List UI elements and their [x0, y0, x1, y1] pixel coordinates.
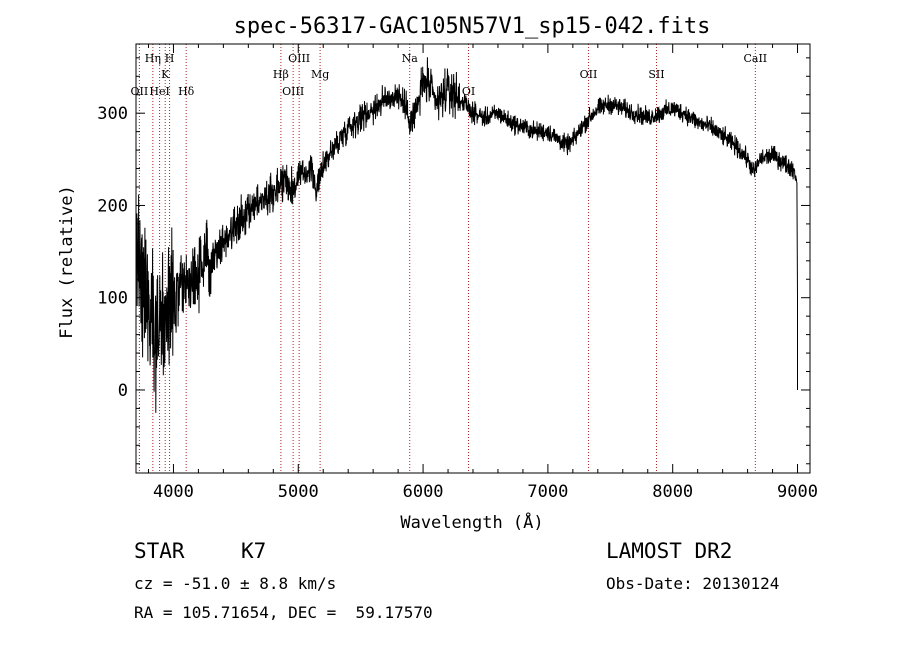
line-label-3727: OII: [131, 85, 149, 98]
y-tick-label: 100: [97, 289, 128, 309]
line-label-4861: Hβ: [273, 68, 289, 81]
coordinates-info: RA = 105.71654, DEC = 59.17570: [134, 603, 433, 622]
line-label-5893: Na: [402, 52, 419, 65]
redshift-info: cz = -51.0 ± 8.8 km/s: [134, 574, 337, 593]
line-label-4102: Hδ: [178, 85, 195, 98]
object-class: STAR: [134, 539, 185, 563]
object-subclass: K7: [241, 539, 267, 563]
spectral-line-markers: [138, 44, 756, 473]
x-tick-label: 9000: [777, 482, 818, 502]
x-tick-label: 5000: [278, 482, 319, 502]
x-axis-ticks: 4000 5000 6000 7000 8000 9000: [147, 44, 818, 502]
line-label-3889: HeI: [149, 85, 169, 98]
y-tick-label: 300: [97, 104, 128, 124]
x-tick-label: 8000: [652, 482, 693, 502]
line-label-5007: OIII: [288, 52, 310, 65]
observation-date: Obs-Date: 20130124: [606, 574, 780, 593]
line-label-3835: Hη: [145, 52, 161, 65]
x-tick-label: 6000: [403, 482, 444, 502]
y-axis-ticks: 0 100 200 300: [97, 57, 810, 465]
y-tick-label: 0: [118, 381, 128, 401]
line-label-3969: H: [165, 52, 175, 65]
line-label-3934: K: [161, 68, 170, 81]
line-label-5175: Mg: [311, 68, 329, 81]
spectrum-series-line: [136, 57, 798, 413]
line-label-4959: OIII: [282, 85, 304, 98]
x-tick-label: 4000: [153, 482, 194, 502]
line-label-7870: SII: [648, 68, 664, 81]
line-label-6364: OI: [462, 85, 475, 98]
x-axis-label: Wavelength (Å): [400, 511, 543, 533]
x-tick-label: 7000: [527, 482, 568, 502]
chart-title: spec-56317-GAC105N57V1_sp15-042.fits: [234, 14, 711, 39]
survey-name: LAMOST DR2: [606, 539, 733, 563]
line-label-7325: OII: [580, 68, 598, 81]
y-axis-label: Flux (relative): [57, 185, 77, 339]
y-tick-label: 200: [97, 196, 128, 216]
line-label-8662: CaII: [743, 52, 767, 65]
